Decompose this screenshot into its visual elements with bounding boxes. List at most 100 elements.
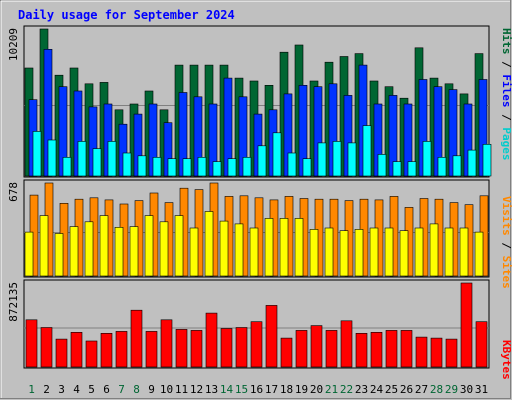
bar-sites-day-2 xyxy=(39,215,49,277)
bar-sites-day-30 xyxy=(459,227,469,277)
x-axis-day-labels: 1 2 3 4 5 6 7 8 9 10 11 12 13 14 15 16 17 18 19 20 21 22 23 24 2… xyxy=(28,383,488,396)
bar-kbytes-day-31 xyxy=(475,321,488,368)
bar-sites-day-7 xyxy=(114,227,124,277)
x-tick-day-22: 22 xyxy=(340,383,353,396)
right-label-0: Hits / Files / Pages xyxy=(500,28,512,161)
bar-sites-day-25 xyxy=(384,227,394,277)
x-tick-day-13: 13 xyxy=(205,383,218,396)
x-tick-day-23: 23 xyxy=(355,383,368,396)
bar-pages-day-7 xyxy=(122,152,132,177)
x-tick-day-17: 17 xyxy=(265,383,278,396)
x-tick-day-12: 12 xyxy=(190,383,203,396)
bar-sites-day-4 xyxy=(69,226,79,277)
x-tick-day-1: 1 xyxy=(28,383,35,396)
x-tick-day-30: 30 xyxy=(460,383,473,396)
bar-kbytes-day-20 xyxy=(310,325,323,368)
bar-pages-day-4 xyxy=(77,141,87,177)
right-label-part: KBytes xyxy=(500,340,512,380)
chart-title: Daily usage for September 2024 xyxy=(18,8,235,22)
bar-pages-day-22 xyxy=(347,142,357,177)
bar-sites-day-9 xyxy=(144,215,154,277)
x-tick-day-28: 28 xyxy=(430,383,443,396)
right-label-part: / xyxy=(500,108,512,128)
bar-sites-day-10 xyxy=(159,221,169,277)
bar-kbytes-day-23 xyxy=(355,332,368,368)
right-label-part: / xyxy=(500,55,512,75)
x-tick-day-3: 3 xyxy=(58,383,65,396)
bar-pages-day-27 xyxy=(422,141,432,177)
bar-pages-day-10 xyxy=(167,158,177,177)
bar-sites-day-12 xyxy=(189,227,199,277)
bar-pages-day-8 xyxy=(137,155,147,177)
bar-pages-day-1 xyxy=(32,131,42,177)
x-tick-day-11: 11 xyxy=(175,383,188,396)
bar-kbytes-day-8 xyxy=(130,309,143,368)
bar-kbytes-day-27 xyxy=(415,336,428,368)
bar-sites-day-26 xyxy=(399,230,409,277)
bar-kbytes-day-4 xyxy=(70,331,83,368)
x-tick-day-20: 20 xyxy=(310,383,323,396)
x-tick-day-7: 7 xyxy=(118,383,125,396)
bar-kbytes-day-25 xyxy=(385,330,398,368)
bar-sites-day-5 xyxy=(84,221,94,277)
bar-kbytes-day-11 xyxy=(175,329,188,368)
x-tick-day-4: 4 xyxy=(73,383,80,396)
bar-kbytes-day-28 xyxy=(430,337,443,368)
y-axis-max-label: 872135 xyxy=(7,282,20,322)
right-label-2: KBytes xyxy=(500,340,512,380)
bar-sites-day-29 xyxy=(444,227,454,277)
x-tick-day-14: 14 xyxy=(220,383,234,396)
bar-kbytes-day-12 xyxy=(190,330,203,368)
x-tick-day-15: 15 xyxy=(235,383,248,396)
bar-pages-day-20 xyxy=(317,142,327,177)
bar-kbytes-day-24 xyxy=(370,331,383,368)
bar-kbytes-day-17 xyxy=(265,305,278,368)
bar-sites-day-27 xyxy=(414,227,424,277)
bar-sites-day-14 xyxy=(219,220,229,277)
bar-pages-day-15 xyxy=(242,157,252,177)
bar-sites-day-17 xyxy=(264,218,274,277)
bar-sites-day-19 xyxy=(294,218,304,277)
bar-kbytes-day-29 xyxy=(445,338,458,368)
x-tick-day-16: 16 xyxy=(250,383,263,396)
x-tick-day-25: 25 xyxy=(385,383,398,396)
bar-pages-day-21 xyxy=(332,141,342,177)
bar-kbytes-day-6 xyxy=(100,332,113,368)
bar-pages-day-18 xyxy=(287,152,297,177)
bar-kbytes-day-18 xyxy=(280,337,293,368)
bar-pages-day-19 xyxy=(302,158,312,177)
x-tick-day-2: 2 xyxy=(43,383,50,396)
bar-pages-day-16 xyxy=(257,145,267,177)
bar-kbytes-day-14 xyxy=(220,328,233,368)
x-tick-day-8: 8 xyxy=(133,383,140,396)
panel-hits-files-pages: 10209 xyxy=(7,25,492,178)
bar-kbytes-day-2 xyxy=(40,327,53,368)
bar-sites-day-6 xyxy=(99,215,109,277)
y-axis-max-label: 10209 xyxy=(7,28,20,61)
panel-visits-sites: 678 xyxy=(7,179,490,278)
bar-kbytes-day-22 xyxy=(340,320,353,368)
x-tick-day-10: 10 xyxy=(160,383,173,396)
x-tick-day-5: 5 xyxy=(88,383,95,396)
bar-sites-day-22 xyxy=(339,230,349,277)
panel-kbytes: 872135 xyxy=(7,279,490,369)
right-side-legend-labels: Hits / Files / Pages Visits / Sites KBytes xyxy=(500,28,512,380)
bar-pages-day-25 xyxy=(392,161,402,177)
right-label-part: Hits xyxy=(500,28,512,55)
bar-pages-day-24 xyxy=(377,154,387,177)
bar-sites-day-20 xyxy=(309,229,319,277)
x-tick-day-6: 6 xyxy=(103,383,110,396)
bar-pages-day-14 xyxy=(227,158,237,177)
x-tick-day-31: 31 xyxy=(475,383,488,396)
x-tick-day-9: 9 xyxy=(148,383,155,396)
x-tick-day-19: 19 xyxy=(295,383,308,396)
bar-sites-day-21 xyxy=(324,227,334,277)
right-label-part: Files xyxy=(500,74,512,107)
bar-pages-day-11 xyxy=(182,158,192,177)
bar-sites-day-13 xyxy=(204,211,214,277)
bar-sites-day-24 xyxy=(369,227,379,277)
bar-sites-day-18 xyxy=(279,218,289,277)
bar-kbytes-day-15 xyxy=(235,327,248,368)
